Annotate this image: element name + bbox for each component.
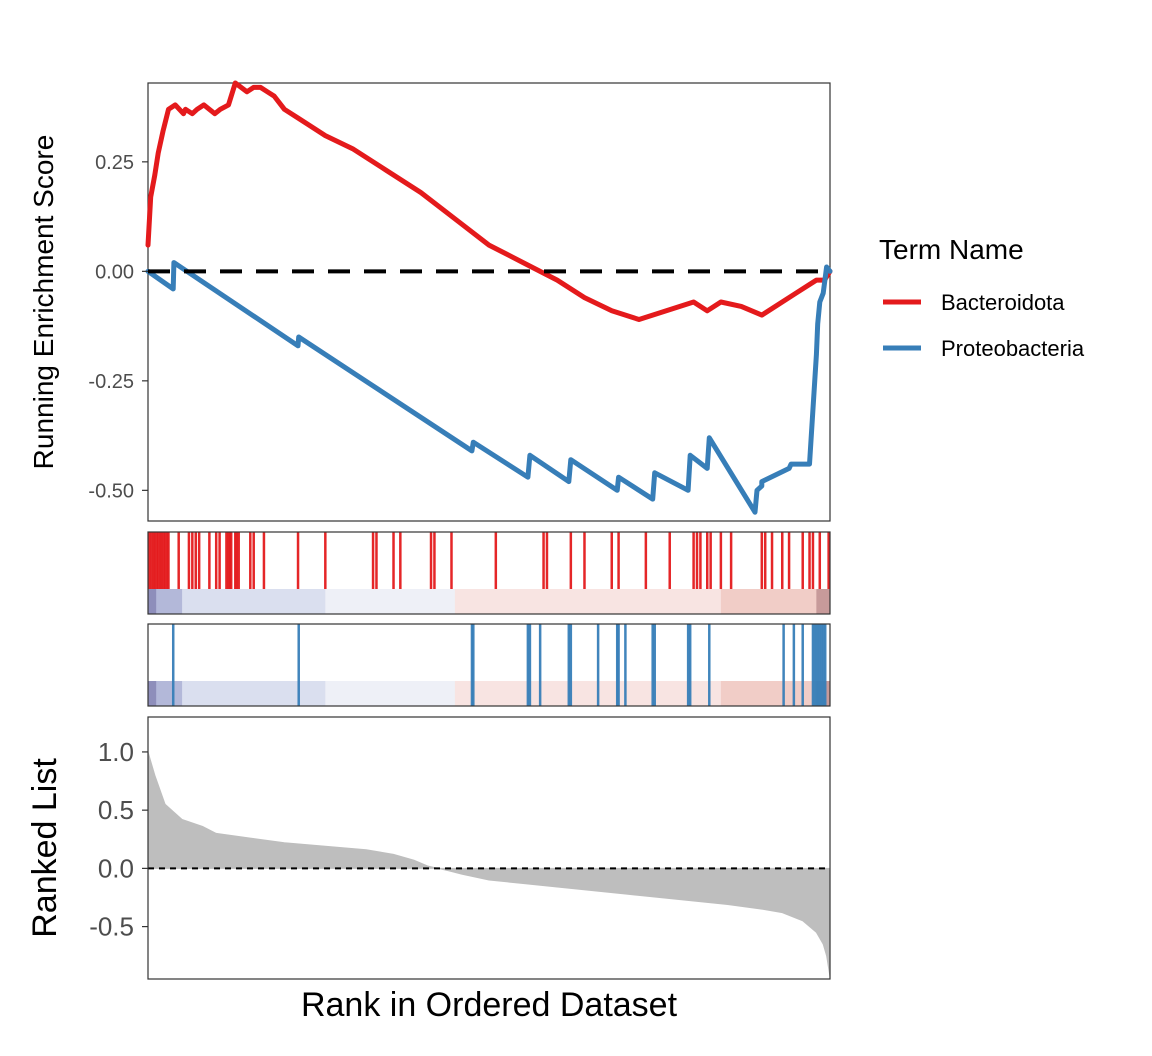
- heatstrip-band: [454, 681, 722, 706]
- ranked-y-tick-label: 1.0: [98, 737, 134, 767]
- ranked-list-area-group: [147, 751, 831, 977]
- legend: Term Name Bacteroidota Proteobacteria: [879, 234, 1085, 361]
- ranked-x-axis-title: Rank in Ordered Dataset: [301, 986, 678, 1024]
- ranked-list-area: [147, 751, 831, 977]
- ranked-y-tick-label: 0.0: [98, 853, 134, 883]
- hit-panel-bacteroidota: [147, 531, 831, 615]
- bacteroidota-hit-lines: [148, 532, 830, 589]
- heatstrip-band: [148, 681, 157, 706]
- heatstrip-band: [325, 681, 456, 706]
- ranked-y-tick-label: -0.5: [89, 912, 134, 942]
- heatstrip-band: [148, 589, 157, 614]
- proteobacteria-hit-lines: [171, 624, 827, 706]
- bacteroidota-rank-heatstrip: [148, 589, 831, 614]
- heatstrip-band: [182, 589, 326, 614]
- enrichment-score-panel: 0.25 0.00 -0.25 -0.50 Running Enrichment Sc…: [28, 80, 833, 522]
- enrichment-y-axis-title: Running Enrichment Score: [28, 135, 59, 470]
- enrichment-y-tick-label: 0.25: [95, 152, 134, 174]
- legend-label-proteobacteria: Proteobacteria: [941, 336, 1085, 361]
- heatstrip-band: [156, 681, 183, 706]
- proteobacteria-rank-heatstrip: [148, 681, 831, 706]
- enrichment-y-tick-label: -0.50: [88, 480, 134, 502]
- enrichment-series-group: [145, 80, 833, 515]
- hit-panel-proteobacteria-border: [147, 623, 831, 707]
- heatstrip-band: [156, 589, 183, 614]
- enrichment-y-tick-label: 0.00: [95, 261, 134, 283]
- legend-label-bacteroidota: Bacteroidota: [941, 290, 1065, 315]
- legend-title: Term Name: [879, 234, 1024, 265]
- enrichment-y-ticks: 0.25 0.00 -0.25 -0.50: [88, 152, 148, 502]
- series-line-bacteroidota: [145, 80, 833, 322]
- ranked-y-tick-label: 0.5: [98, 795, 134, 825]
- legend-items: Bacteroidota Proteobacteria: [883, 290, 1085, 361]
- ranked-panel-border: [147, 716, 831, 980]
- heatstrip-band: [720, 681, 817, 706]
- ranked-list-panel: 1.0 0.5 0.0 -0.5 Ranked List Rank in Ordere…: [26, 716, 831, 1024]
- enrichment-y-tick-label: -0.25: [88, 371, 134, 393]
- heatstrip-band: [325, 589, 456, 614]
- heatstrip-band: [720, 589, 817, 614]
- series-line-proteobacteria: [145, 260, 833, 515]
- hit-panel-bacteroidota-border: [147, 531, 831, 615]
- heatstrip-band: [816, 589, 831, 614]
- heatstrip-band: [182, 681, 326, 706]
- heatstrip-band: [454, 589, 722, 614]
- ranked-y-axis-title: Ranked List: [26, 758, 64, 938]
- hit-panel-proteobacteria: [147, 623, 831, 707]
- ranked-y-ticks: 1.0 0.5 0.0 -0.5: [89, 737, 148, 942]
